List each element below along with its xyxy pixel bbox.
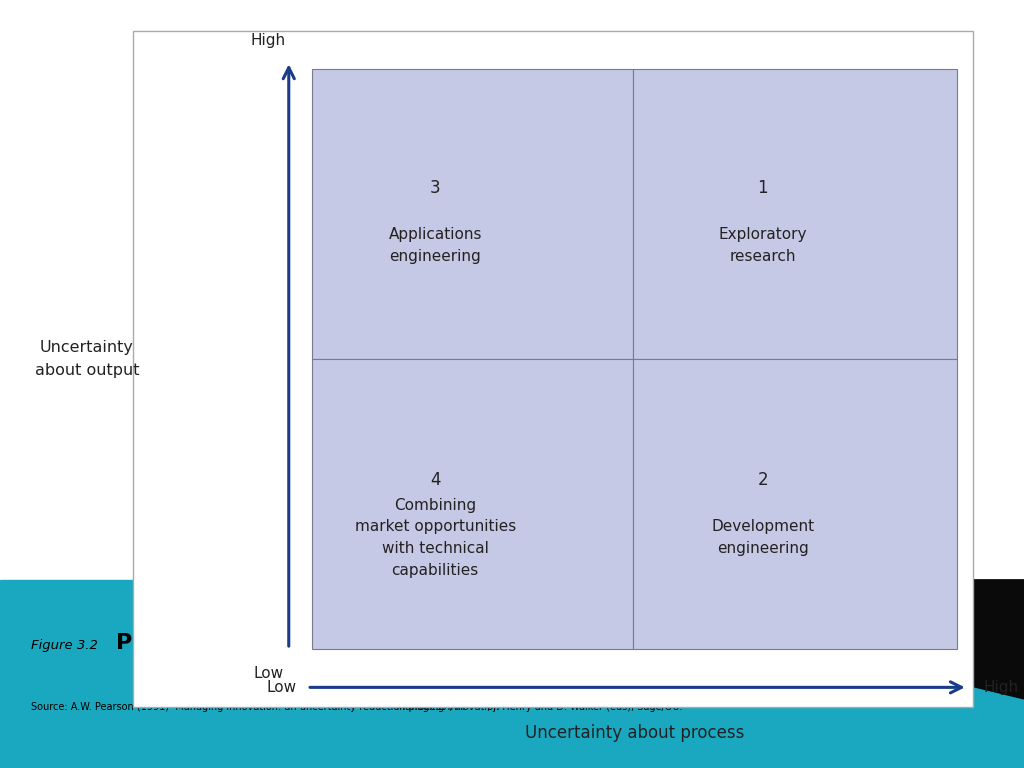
Text: 1: 1 bbox=[758, 179, 768, 197]
Bar bbox=[633, 69, 957, 359]
Text: Low: Low bbox=[253, 666, 284, 681]
Bar bbox=[0, 580, 1024, 768]
Text: Low: Low bbox=[267, 680, 297, 695]
Text: Source: A.W. Pearson (1991) ‘Managing innovation: an uncertainty reduction proce: Source: A.W. Pearson (1991) ‘Managing in… bbox=[31, 703, 467, 713]
Text: Figure 3.2: Figure 3.2 bbox=[31, 639, 97, 652]
Bar bbox=[312, 359, 633, 649]
Text: High: High bbox=[983, 680, 1018, 695]
Text: 4: 4 bbox=[430, 471, 440, 489]
Text: Exploratory
research: Exploratory research bbox=[719, 227, 807, 264]
Text: Applications
engineering: Applications engineering bbox=[388, 227, 482, 264]
Text: Managing Innovation: Managing Innovation bbox=[397, 703, 500, 713]
Text: 3: 3 bbox=[430, 179, 440, 197]
Text: Uncertainty
about output: Uncertainty about output bbox=[35, 340, 139, 378]
Text: 2: 2 bbox=[758, 471, 768, 489]
Bar bbox=[312, 69, 633, 359]
Bar bbox=[133, 31, 973, 707]
Bar bbox=[633, 359, 957, 649]
Text: Combining
market opportunities
with technical
capabilities: Combining market opportunities with tech… bbox=[354, 498, 516, 578]
Text: Uncertainty about process: Uncertainty about process bbox=[525, 724, 744, 742]
Polygon shape bbox=[532, 580, 1024, 699]
Text: High: High bbox=[251, 32, 286, 48]
Text: Development
engineering: Development engineering bbox=[712, 519, 814, 556]
Text: Pearson’s uncertainty map: Pearson’s uncertainty map bbox=[116, 633, 455, 653]
Text: , J. Henry and D. Walker (eds), Sage/OU.: , J. Henry and D. Walker (eds), Sage/OU. bbox=[487, 703, 683, 713]
